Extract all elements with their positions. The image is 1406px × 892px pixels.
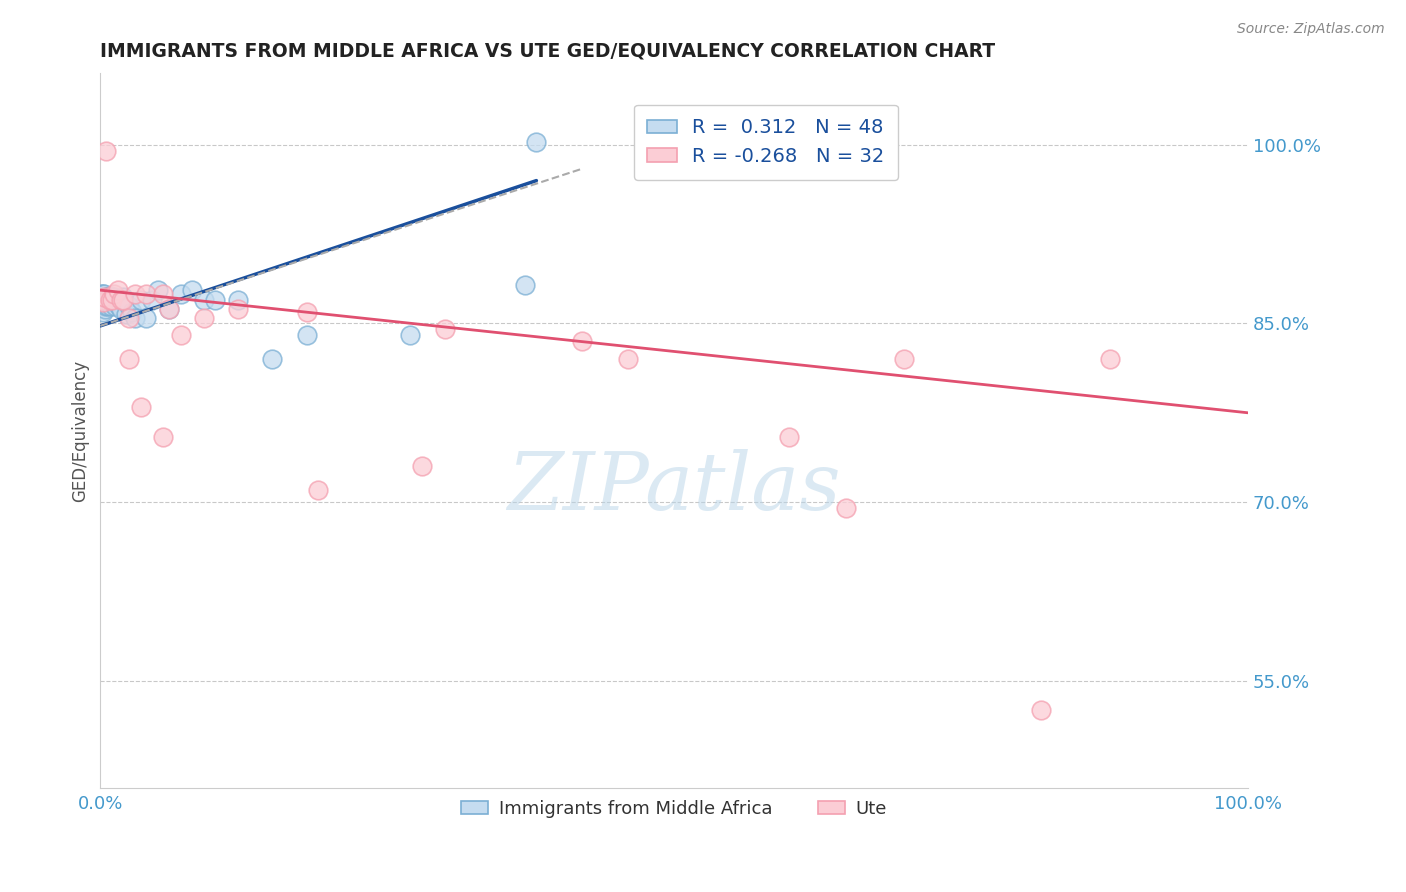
- Point: [97, 293, 120, 307]
- Point: [104, 299, 127, 313]
- Point: [103, 286, 125, 301]
- Point: [157, 302, 180, 317]
- Point: [96, 290, 118, 304]
- Point: [114, 307, 136, 321]
- Point: [100, 293, 122, 307]
- Point: [121, 304, 143, 318]
- Point: [399, 328, 422, 343]
- Point: [129, 400, 152, 414]
- Point: [110, 302, 132, 317]
- Point: [411, 459, 433, 474]
- Point: [98, 289, 121, 303]
- Point: [433, 322, 456, 336]
- Point: [97, 299, 120, 313]
- Point: [107, 283, 129, 297]
- Point: [94, 144, 117, 158]
- Point: [152, 429, 174, 443]
- Point: [94, 293, 117, 307]
- Point: [101, 295, 124, 310]
- Point: [1031, 703, 1053, 717]
- Point: [94, 302, 117, 317]
- Point: [118, 299, 141, 313]
- Point: [778, 429, 800, 443]
- Point: [835, 501, 858, 516]
- Point: [141, 293, 163, 307]
- Point: [112, 290, 135, 304]
- Point: [96, 295, 118, 310]
- Point: [1099, 352, 1122, 367]
- Point: [90, 293, 112, 307]
- Point: [91, 304, 114, 318]
- Point: [295, 328, 318, 343]
- Point: [526, 136, 548, 150]
- Point: [170, 328, 193, 343]
- Point: [93, 290, 115, 304]
- Point: [101, 293, 124, 307]
- Point: [101, 290, 124, 304]
- Point: [135, 310, 157, 325]
- Point: [307, 483, 329, 498]
- Point: [124, 310, 146, 325]
- Point: [107, 299, 129, 313]
- Y-axis label: GED/Equivalency: GED/Equivalency: [72, 359, 89, 501]
- Point: [152, 286, 174, 301]
- Point: [193, 310, 215, 325]
- Point: [181, 283, 204, 297]
- Point: [103, 290, 125, 304]
- Text: ZIPatlas: ZIPatlas: [508, 449, 841, 526]
- Text: Source: ZipAtlas.com: Source: ZipAtlas.com: [1237, 22, 1385, 37]
- Point: [295, 304, 318, 318]
- Point: [105, 293, 128, 307]
- Point: [262, 352, 284, 367]
- Point: [100, 299, 122, 313]
- Point: [118, 352, 141, 367]
- Point: [118, 310, 141, 325]
- Point: [94, 290, 117, 304]
- Point: [204, 293, 226, 307]
- Point: [91, 295, 114, 310]
- Point: [135, 286, 157, 301]
- Point: [157, 302, 180, 317]
- Point: [571, 334, 593, 349]
- Point: [226, 293, 249, 307]
- Point: [93, 293, 115, 307]
- Point: [170, 286, 193, 301]
- Point: [98, 295, 121, 310]
- Point: [98, 293, 121, 307]
- Point: [90, 293, 112, 307]
- Point: [93, 299, 115, 313]
- Point: [129, 293, 152, 307]
- Text: IMMIGRANTS FROM MIDDLE AFRICA VS UTE GED/EQUIVALENCY CORRELATION CHART: IMMIGRANTS FROM MIDDLE AFRICA VS UTE GED…: [100, 42, 995, 61]
- Point: [112, 293, 135, 307]
- Point: [617, 352, 640, 367]
- Point: [91, 295, 114, 310]
- Point: [193, 293, 215, 307]
- Point: [226, 302, 249, 317]
- Point: [94, 299, 117, 313]
- Point: [93, 286, 115, 301]
- Point: [146, 283, 169, 297]
- Point: [124, 286, 146, 301]
- Point: [90, 286, 112, 301]
- Point: [513, 278, 536, 293]
- Point: [107, 295, 129, 310]
- Legend: Immigrants from Middle Africa, Ute: Immigrants from Middle Africa, Ute: [454, 793, 894, 825]
- Point: [91, 286, 114, 301]
- Point: [110, 293, 132, 307]
- Point: [893, 352, 915, 367]
